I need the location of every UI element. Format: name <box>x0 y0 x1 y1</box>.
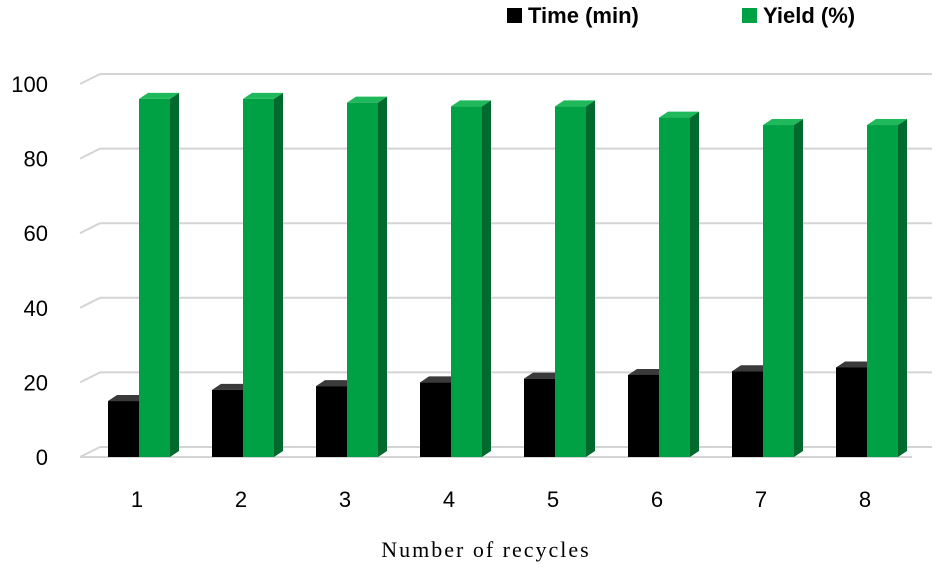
bar-time-top <box>524 372 564 379</box>
bar-yield <box>867 119 907 457</box>
bar-yield-top <box>867 119 907 126</box>
bar-yield-top <box>555 100 595 107</box>
y-tick-label: 60 <box>24 221 48 246</box>
bar-yield-top <box>451 100 491 107</box>
bar-time-front <box>316 386 347 457</box>
bar-yield-front <box>555 106 586 457</box>
bar-yield-front <box>867 125 898 457</box>
bar-yield <box>555 100 595 457</box>
bar-yield <box>659 111 699 457</box>
x-tick-label: 5 <box>547 487 559 512</box>
gridline-depth <box>79 371 101 384</box>
bar-yield-front <box>451 106 482 457</box>
bar-yield-front <box>139 98 170 458</box>
legend: Time (min) Yield (%) <box>507 3 855 28</box>
bar-time-top <box>836 361 876 368</box>
x-tick-label: 6 <box>651 487 663 512</box>
legend-label-yield: Yield (%) <box>763 3 855 28</box>
bar-time-top <box>108 395 148 402</box>
bar-yield-front <box>763 125 794 457</box>
bar-time-front <box>524 378 555 457</box>
bar-time-front <box>420 382 451 457</box>
bar-time-front <box>628 374 659 457</box>
bar-yield <box>451 100 491 457</box>
bar-yield-side <box>690 111 699 457</box>
bar-yield <box>763 119 803 457</box>
bar-time-top <box>628 368 668 375</box>
bar-yield-side <box>378 96 387 458</box>
gridline-depth <box>79 222 101 235</box>
bar-yield-front <box>659 117 690 457</box>
bar-yield-side <box>586 100 595 457</box>
bar-time-top <box>316 380 356 387</box>
x-axis-ticks: 1 2 3 4 5 6 7 8 <box>131 487 871 512</box>
bar-yield-top <box>763 119 803 126</box>
x-tick-label: 2 <box>235 487 247 512</box>
bar-yield-top <box>139 92 179 99</box>
bar-yield-side <box>794 119 803 457</box>
gridline-depth <box>79 296 101 309</box>
y-tick-label: 100 <box>11 72 48 97</box>
bar-time-front <box>836 367 867 457</box>
bar-yield-top <box>347 96 387 103</box>
y-tick-label: 20 <box>24 370 48 395</box>
legend-swatch-yield <box>742 8 757 23</box>
bar-yield-side <box>170 92 179 458</box>
gridline-depth <box>79 147 101 160</box>
bar-time-front <box>732 371 763 457</box>
bar-yield-top <box>659 111 699 118</box>
x-axis-title: Number of recycles <box>381 537 590 562</box>
bar-time-top <box>420 376 460 383</box>
bar-yield-side <box>898 119 907 457</box>
gridlines <box>79 73 932 458</box>
y-tick-label: 0 <box>36 445 48 470</box>
bar-yield <box>139 92 179 458</box>
bar-yield <box>347 96 387 458</box>
bar-yield-side <box>274 92 283 458</box>
legend-swatch-time <box>507 8 522 23</box>
bar-yield-top <box>243 92 283 99</box>
bar-time-front <box>212 389 243 457</box>
legend-label-time: Time (min) <box>528 3 639 28</box>
bars <box>108 92 907 458</box>
bar-yield-front <box>243 98 274 458</box>
x-tick-label: 7 <box>755 487 767 512</box>
bar-yield-side <box>482 100 491 457</box>
bar-time-top <box>732 365 772 372</box>
x-tick-label: 8 <box>859 487 871 512</box>
y-axis-ticks: 0 20 40 60 80 100 <box>11 72 48 470</box>
x-tick-label: 4 <box>443 487 455 512</box>
bar-time-front <box>108 401 139 457</box>
gridline-depth <box>79 446 101 458</box>
x-tick-label: 3 <box>339 487 351 512</box>
bar-yield-front <box>347 102 378 458</box>
bar-time-top <box>212 383 252 390</box>
gridline-depth <box>79 73 101 85</box>
x-tick-label: 1 <box>131 487 143 512</box>
bar-yield <box>243 92 283 458</box>
y-tick-label: 80 <box>24 147 48 172</box>
y-tick-label: 40 <box>24 296 48 321</box>
